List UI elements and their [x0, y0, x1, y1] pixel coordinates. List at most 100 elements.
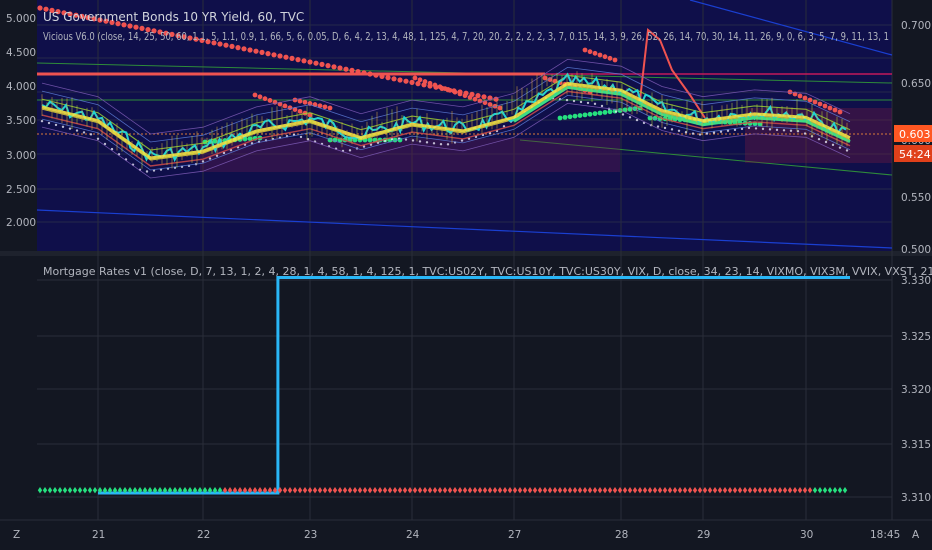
signal-diamond — [372, 487, 378, 494]
left-scale-label: 3.000 — [6, 150, 36, 162]
indicator-legend-vicious[interactable]: Vicious V6.0 (close, 14, 25, 50, 60, 1.1… — [43, 30, 889, 43]
trend-dot-red — [403, 78, 409, 84]
signal-diamond — [802, 487, 808, 494]
signal-diamond — [97, 487, 103, 494]
support-dot — [592, 111, 598, 117]
trend-dot-red — [115, 21, 121, 27]
signal-diamond — [537, 487, 543, 494]
trend-dot-red — [247, 47, 253, 53]
white-dot — [82, 131, 86, 134]
right-scale-label-lower: 3.325 — [901, 331, 931, 343]
resistance-dot — [327, 105, 333, 111]
white-dot — [733, 128, 737, 132]
auto-scale-button[interactable]: A — [912, 529, 920, 541]
zone-box — [200, 138, 620, 172]
support-dot — [562, 114, 568, 120]
white-dot — [383, 139, 387, 143]
time-axis-label: 29 — [697, 529, 710, 541]
white-dot — [663, 126, 667, 130]
white-dot — [782, 129, 786, 132]
support-dot — [617, 108, 623, 113]
signal-diamond — [157, 487, 163, 494]
white-dot — [635, 118, 639, 122]
signal-diamond — [512, 487, 518, 494]
zoom-toggle-button[interactable]: Z — [13, 529, 20, 541]
white-dot — [460, 139, 464, 142]
resistance-dot — [802, 95, 808, 101]
signal-diamond — [617, 487, 623, 494]
price-series — [41, 58, 851, 179]
resistance-dot — [297, 108, 303, 114]
white-dot — [61, 125, 65, 128]
white-dot — [502, 125, 506, 128]
signal-diamond — [182, 487, 188, 494]
resistance-dot — [317, 103, 323, 109]
time-axis-label: 28 — [615, 529, 628, 541]
white-dot — [628, 116, 632, 119]
mortgage-rate-line — [98, 276, 850, 495]
signal-diamond — [337, 487, 343, 494]
signal-diamond — [702, 487, 708, 494]
white-dot — [432, 142, 436, 145]
support-dot — [577, 113, 583, 118]
trend-dot-red — [337, 65, 343, 71]
signal-diamond — [52, 487, 58, 494]
white-dot — [572, 99, 576, 103]
resistance-dot — [452, 89, 458, 95]
trend-dot-red — [409, 79, 415, 85]
signal-diamond — [327, 487, 333, 494]
signal-diamond — [342, 487, 348, 494]
time-axis-strip[interactable] — [0, 520, 932, 550]
trend-dot-red — [157, 29, 163, 35]
trend-dot-red — [301, 58, 307, 64]
signal-diamond — [772, 487, 778, 494]
white-dot — [817, 137, 821, 141]
signal-diamond — [557, 487, 563, 494]
signal-diamond — [197, 487, 203, 494]
signal-diamond — [662, 487, 668, 494]
price-badge: 0.603 54:24 — [894, 125, 932, 162]
trend-dot-red — [217, 41, 223, 47]
white-dot — [54, 123, 58, 127]
signal-diamond — [202, 487, 208, 494]
signal-diamond — [302, 487, 308, 494]
resistance-dot — [442, 86, 448, 91]
indicator-legend-mortgage[interactable]: Mortgage Rates v1 (close, D, 7, 13, 1, 2… — [43, 265, 932, 278]
white-dot — [369, 143, 373, 146]
trend-dot-red — [121, 22, 127, 28]
left-scale-label: 5.000 — [6, 13, 36, 25]
pane-separator[interactable] — [0, 251, 932, 256]
signal-diamond — [172, 487, 178, 494]
trend-dot-red — [229, 43, 235, 50]
time-axis-label: 21 — [92, 529, 105, 541]
trend-dot-red — [307, 59, 313, 65]
signal-diamond — [72, 487, 78, 494]
white-dot — [348, 149, 352, 152]
signal-diamond — [117, 487, 123, 494]
trend-dot-red — [289, 55, 295, 62]
resistance-dot — [412, 75, 418, 81]
channel-line-lower — [36, 209, 893, 249]
signal-diamond — [657, 487, 663, 494]
resistance-dot — [497, 105, 503, 111]
signal-diamond — [47, 487, 53, 494]
trend-dot-red — [163, 30, 169, 36]
resistance-dot — [297, 98, 303, 104]
signal-diamond — [162, 487, 168, 494]
white-dot — [411, 139, 415, 142]
signal-diamond — [732, 487, 738, 494]
resistance-dot — [837, 109, 843, 115]
white-dot — [565, 98, 569, 102]
resistance-dot — [322, 104, 328, 110]
white-dot — [145, 170, 149, 173]
trend-dot-red — [169, 31, 175, 37]
support-dot — [572, 113, 578, 119]
lower-pane[interactable] — [37, 256, 892, 520]
signal-diamond — [692, 487, 698, 494]
chart-title[interactable]: US Government Bonds 10 YR Yield, 60, TVC — [43, 10, 304, 24]
trend-dot-red — [55, 9, 61, 15]
signal-diamond — [687, 487, 693, 494]
signal-diamond — [267, 487, 273, 494]
right-scale-label-upper: 0.500 — [901, 244, 931, 256]
